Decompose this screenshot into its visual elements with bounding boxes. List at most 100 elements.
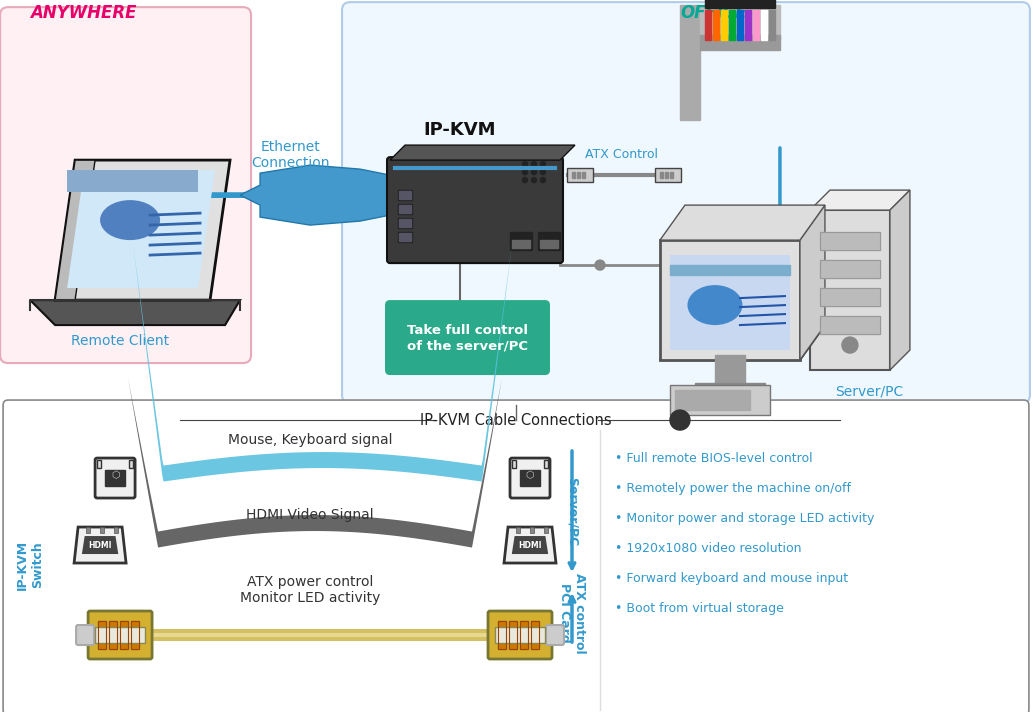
Bar [670,265,790,275]
Bar [509,621,516,649]
Polygon shape [504,527,556,563]
Bar [660,172,663,178]
Text: Server/PC: Server/PC [835,384,903,398]
Bar [531,621,539,649]
Bar [737,10,743,40]
Bar [745,10,751,40]
Polygon shape [660,240,800,360]
FancyBboxPatch shape [387,157,563,263]
Bar [753,10,759,40]
Bar [530,527,534,533]
Bar [820,288,880,306]
Text: Remote Client: Remote Client [71,334,169,348]
Bar [398,232,412,242]
Text: • Boot from virtual storage: • Boot from virtual storage [615,602,784,614]
Text: ATX power control
Monitor LED activity: ATX power control Monitor LED activity [240,575,380,605]
Bar [820,260,880,278]
Polygon shape [390,145,575,160]
Bar [495,627,545,643]
Text: ANYWHERE: ANYWHERE [30,4,136,22]
Text: IP-KVM Cable Connections: IP-KVM Cable Connections [420,412,612,428]
Bar [713,10,719,40]
Bar [820,316,880,334]
Circle shape [523,162,528,167]
Bar [540,240,558,248]
Text: IP-KVM
Switch: IP-KVM Switch [17,540,44,590]
Circle shape [540,177,545,182]
Bar [520,621,528,649]
FancyBboxPatch shape [3,400,1029,712]
Bar [761,10,766,40]
Bar [509,621,516,649]
Bar [665,172,668,178]
Bar [721,10,727,40]
Text: • Forward keyboard and mouse input: • Forward keyboard and mouse input [615,572,848,585]
Text: Mouse, Keyboard signal: Mouse, Keyboard signal [228,433,393,447]
Bar [109,621,117,649]
Polygon shape [74,527,126,563]
Bar [729,10,734,40]
Polygon shape [67,170,198,192]
Polygon shape [67,170,215,288]
Text: HDMI Video Signal: HDMI Video Signal [246,508,374,522]
Bar [520,621,528,649]
Bar [100,527,104,533]
Text: Take full control
of the server/PC: Take full control of the server/PC [407,324,528,352]
FancyBboxPatch shape [488,611,552,659]
Bar [399,219,411,227]
Bar [109,621,117,649]
Bar [86,527,90,533]
Bar [98,621,106,649]
Text: ATX Control: ATX Control [586,148,658,161]
Polygon shape [55,160,230,300]
Bar [399,233,411,241]
Bar [820,316,880,334]
Text: ⬡: ⬡ [111,470,120,480]
Bar [769,10,775,40]
Circle shape [540,162,545,167]
Bar [498,621,506,649]
FancyBboxPatch shape [385,300,550,375]
Polygon shape [511,536,549,554]
Bar [820,288,880,306]
Bar [131,621,139,649]
FancyBboxPatch shape [567,168,593,182]
Bar [820,232,880,250]
Bar [577,172,580,178]
Bar [95,627,145,643]
Bar [670,385,770,415]
Bar [398,190,412,200]
FancyBboxPatch shape [88,611,152,659]
Text: • 1920x1080 video resolution: • 1920x1080 video resolution [615,542,802,555]
Polygon shape [128,378,502,548]
Bar [538,232,560,250]
Circle shape [523,177,528,182]
Polygon shape [810,210,889,370]
FancyBboxPatch shape [546,625,564,645]
Text: IP-KVM: IP-KVM [424,121,496,139]
Bar [512,240,530,248]
Bar [820,232,880,250]
Text: HDMI: HDMI [519,540,541,550]
Circle shape [523,169,528,174]
Polygon shape [240,165,430,225]
Polygon shape [55,160,95,300]
Bar [398,218,412,228]
Bar [129,460,133,468]
Bar [531,621,539,649]
FancyBboxPatch shape [0,7,251,363]
Polygon shape [660,325,825,360]
Bar [398,204,412,214]
Circle shape [540,169,545,174]
Circle shape [595,260,605,270]
Bar [97,460,101,468]
FancyBboxPatch shape [95,458,135,498]
Circle shape [532,177,536,182]
Polygon shape [670,255,790,350]
Bar [705,10,711,40]
FancyBboxPatch shape [510,458,550,498]
Circle shape [670,410,690,430]
Bar [572,172,575,178]
Bar [705,0,775,8]
Bar [512,460,516,468]
